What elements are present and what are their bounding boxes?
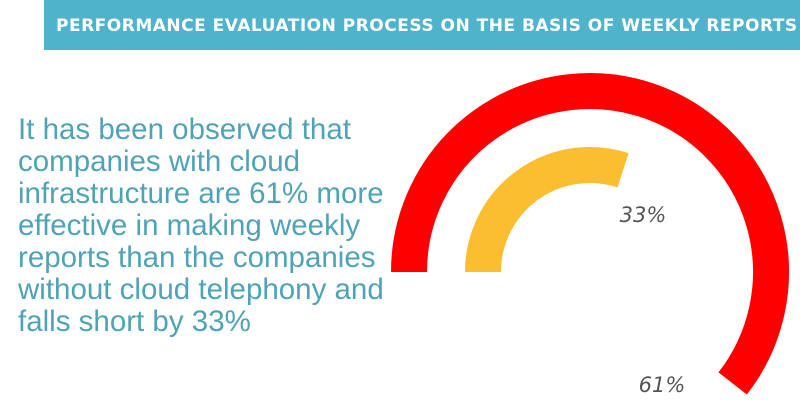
header-banner: PERFORMANCE EVALUATION PROCESS ON THE BA…: [44, 0, 800, 50]
header-title: PERFORMANCE EVALUATION PROCESS ON THE BA…: [56, 16, 798, 36]
gauge-arc-61: [391, 73, 789, 395]
gauge-arc-33: [465, 147, 629, 273]
description-text: It has been observed that companies with…: [18, 113, 384, 338]
gauge-label-61: 61%: [639, 373, 686, 397]
gauge-label-33: 33%: [620, 203, 667, 227]
gauge-arcs: [391, 73, 789, 395]
gauge-labels: 61% 33%: [620, 203, 686, 397]
